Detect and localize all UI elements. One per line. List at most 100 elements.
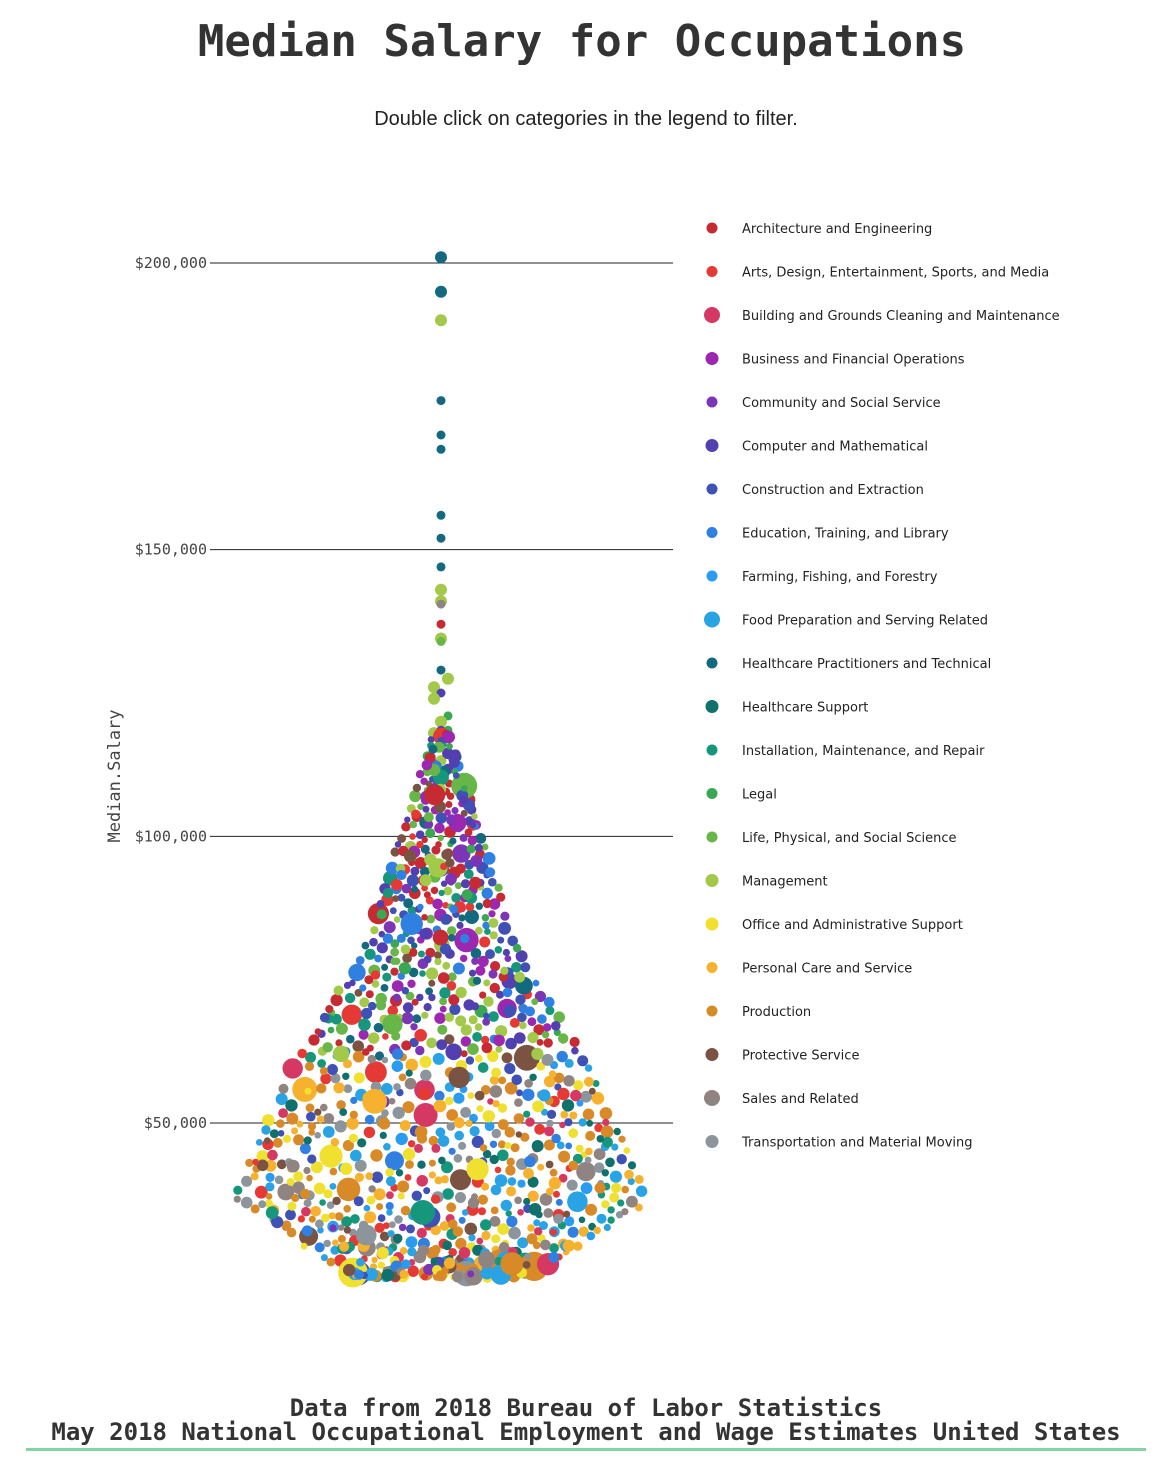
data-point[interactable] — [496, 990, 504, 999]
data-point[interactable] — [428, 744, 438, 754]
data-point[interactable] — [299, 1188, 311, 1200]
data-point[interactable] — [353, 1072, 365, 1084]
data-point[interactable] — [478, 1251, 496, 1268]
data-point[interactable] — [428, 1159, 436, 1167]
data-point[interactable] — [310, 1206, 322, 1217]
data-point[interactable] — [374, 1051, 385, 1061]
data-point[interactable] — [602, 1136, 613, 1148]
data-point[interactable] — [505, 1210, 512, 1217]
data-point[interactable] — [469, 1113, 478, 1123]
data-point[interactable] — [448, 1219, 458, 1229]
data-point[interactable] — [524, 1253, 532, 1260]
data-point[interactable] — [509, 1018, 520, 1028]
data-point[interactable] — [440, 913, 452, 925]
data-point[interactable] — [490, 961, 501, 972]
data-point[interactable] — [332, 1196, 341, 1206]
data-point[interactable] — [474, 1023, 483, 1031]
data-point[interactable] — [423, 812, 434, 823]
data-point[interactable] — [442, 961, 451, 970]
data-point[interactable] — [445, 858, 455, 868]
data-point[interactable] — [547, 1109, 557, 1119]
data-point[interactable] — [523, 1110, 531, 1118]
data-point[interactable] — [362, 1091, 375, 1104]
data-point[interactable] — [419, 866, 430, 877]
data-point[interactable] — [407, 1140, 416, 1148]
data-point[interactable] — [339, 1108, 348, 1116]
data-point[interactable] — [353, 1269, 364, 1280]
data-point[interactable] — [335, 1039, 343, 1047]
data-point[interactable] — [534, 990, 547, 1003]
data-point[interactable] — [415, 830, 425, 839]
data-point[interactable] — [485, 949, 495, 960]
data-point[interactable] — [553, 1072, 565, 1084]
data-point[interactable] — [385, 1151, 404, 1171]
data-point[interactable] — [571, 1046, 579, 1055]
data-point[interactable] — [348, 1133, 358, 1143]
data-point[interactable] — [500, 966, 509, 975]
data-point[interactable] — [617, 1199, 625, 1207]
data-point[interactable] — [444, 1012, 455, 1022]
data-point[interactable] — [381, 1268, 395, 1282]
data-point[interactable] — [482, 1018, 491, 1026]
data-point[interactable] — [439, 943, 452, 955]
data-point[interactable] — [458, 914, 466, 922]
data-point[interactable] — [402, 1101, 415, 1114]
data-point[interactable] — [437, 1135, 450, 1147]
data-point[interactable] — [402, 953, 412, 963]
data-point[interactable] — [445, 1043, 463, 1061]
data-point[interactable] — [557, 1087, 570, 1101]
data-point[interactable] — [382, 972, 392, 982]
data-point[interactable] — [426, 1037, 437, 1049]
data-point[interactable] — [417, 803, 424, 810]
data-point[interactable] — [401, 1259, 411, 1269]
legend-item[interactable]: Life, Physical, and Social Science — [706, 831, 957, 846]
data-point[interactable] — [322, 1042, 333, 1053]
legend-item[interactable]: Transportation and Material Moving — [705, 1135, 973, 1151]
data-point[interactable] — [453, 1154, 463, 1163]
data-point[interactable] — [439, 1221, 450, 1231]
data-point[interactable] — [450, 1169, 471, 1191]
data-point[interactable] — [401, 1040, 412, 1051]
data-point[interactable] — [510, 1143, 520, 1153]
data-point[interactable] — [423, 891, 431, 899]
data-point[interactable] — [586, 1231, 596, 1241]
data-point[interactable] — [256, 1150, 269, 1163]
data-point[interactable] — [369, 937, 378, 947]
data-point[interactable] — [511, 1074, 523, 1086]
data-point[interactable] — [577, 1055, 589, 1067]
data-point[interactable] — [262, 1114, 275, 1127]
data-point[interactable] — [241, 1175, 253, 1187]
data-point[interactable] — [436, 510, 446, 520]
data-point[interactable] — [480, 1219, 492, 1231]
data-point[interactable] — [455, 1015, 467, 1027]
data-point[interactable] — [585, 1203, 598, 1216]
data-point[interactable] — [350, 1096, 358, 1104]
data-point[interactable] — [419, 874, 432, 887]
data-point[interactable] — [448, 753, 460, 765]
data-point[interactable] — [286, 1178, 295, 1186]
data-point[interactable] — [446, 792, 455, 800]
data-point[interactable] — [319, 1012, 330, 1023]
data-point[interactable] — [538, 1089, 551, 1102]
data-point[interactable] — [252, 1158, 259, 1166]
data-point[interactable] — [342, 1139, 354, 1152]
data-point[interactable] — [526, 1233, 538, 1245]
data-point[interactable] — [471, 1135, 484, 1148]
data-point[interactable] — [508, 1226, 521, 1240]
legend-item[interactable]: Installation, Maintenance, and Repair — [706, 744, 986, 759]
data-point[interactable] — [465, 1056, 475, 1065]
data-point[interactable] — [596, 1213, 607, 1224]
data-point[interactable] — [553, 1011, 565, 1023]
data-point[interactable] — [323, 1239, 331, 1248]
data-point[interactable] — [354, 1172, 364, 1182]
data-point[interactable] — [585, 1147, 593, 1156]
data-point[interactable] — [489, 931, 498, 940]
data-point[interactable] — [498, 921, 511, 935]
data-point[interactable] — [548, 1177, 562, 1190]
data-point[interactable] — [337, 1234, 346, 1243]
data-point[interactable] — [594, 1182, 606, 1194]
data-point[interactable] — [308, 1034, 320, 1046]
data-point[interactable] — [425, 828, 436, 839]
data-point[interactable] — [460, 785, 468, 792]
data-point[interactable] — [566, 1179, 578, 1191]
